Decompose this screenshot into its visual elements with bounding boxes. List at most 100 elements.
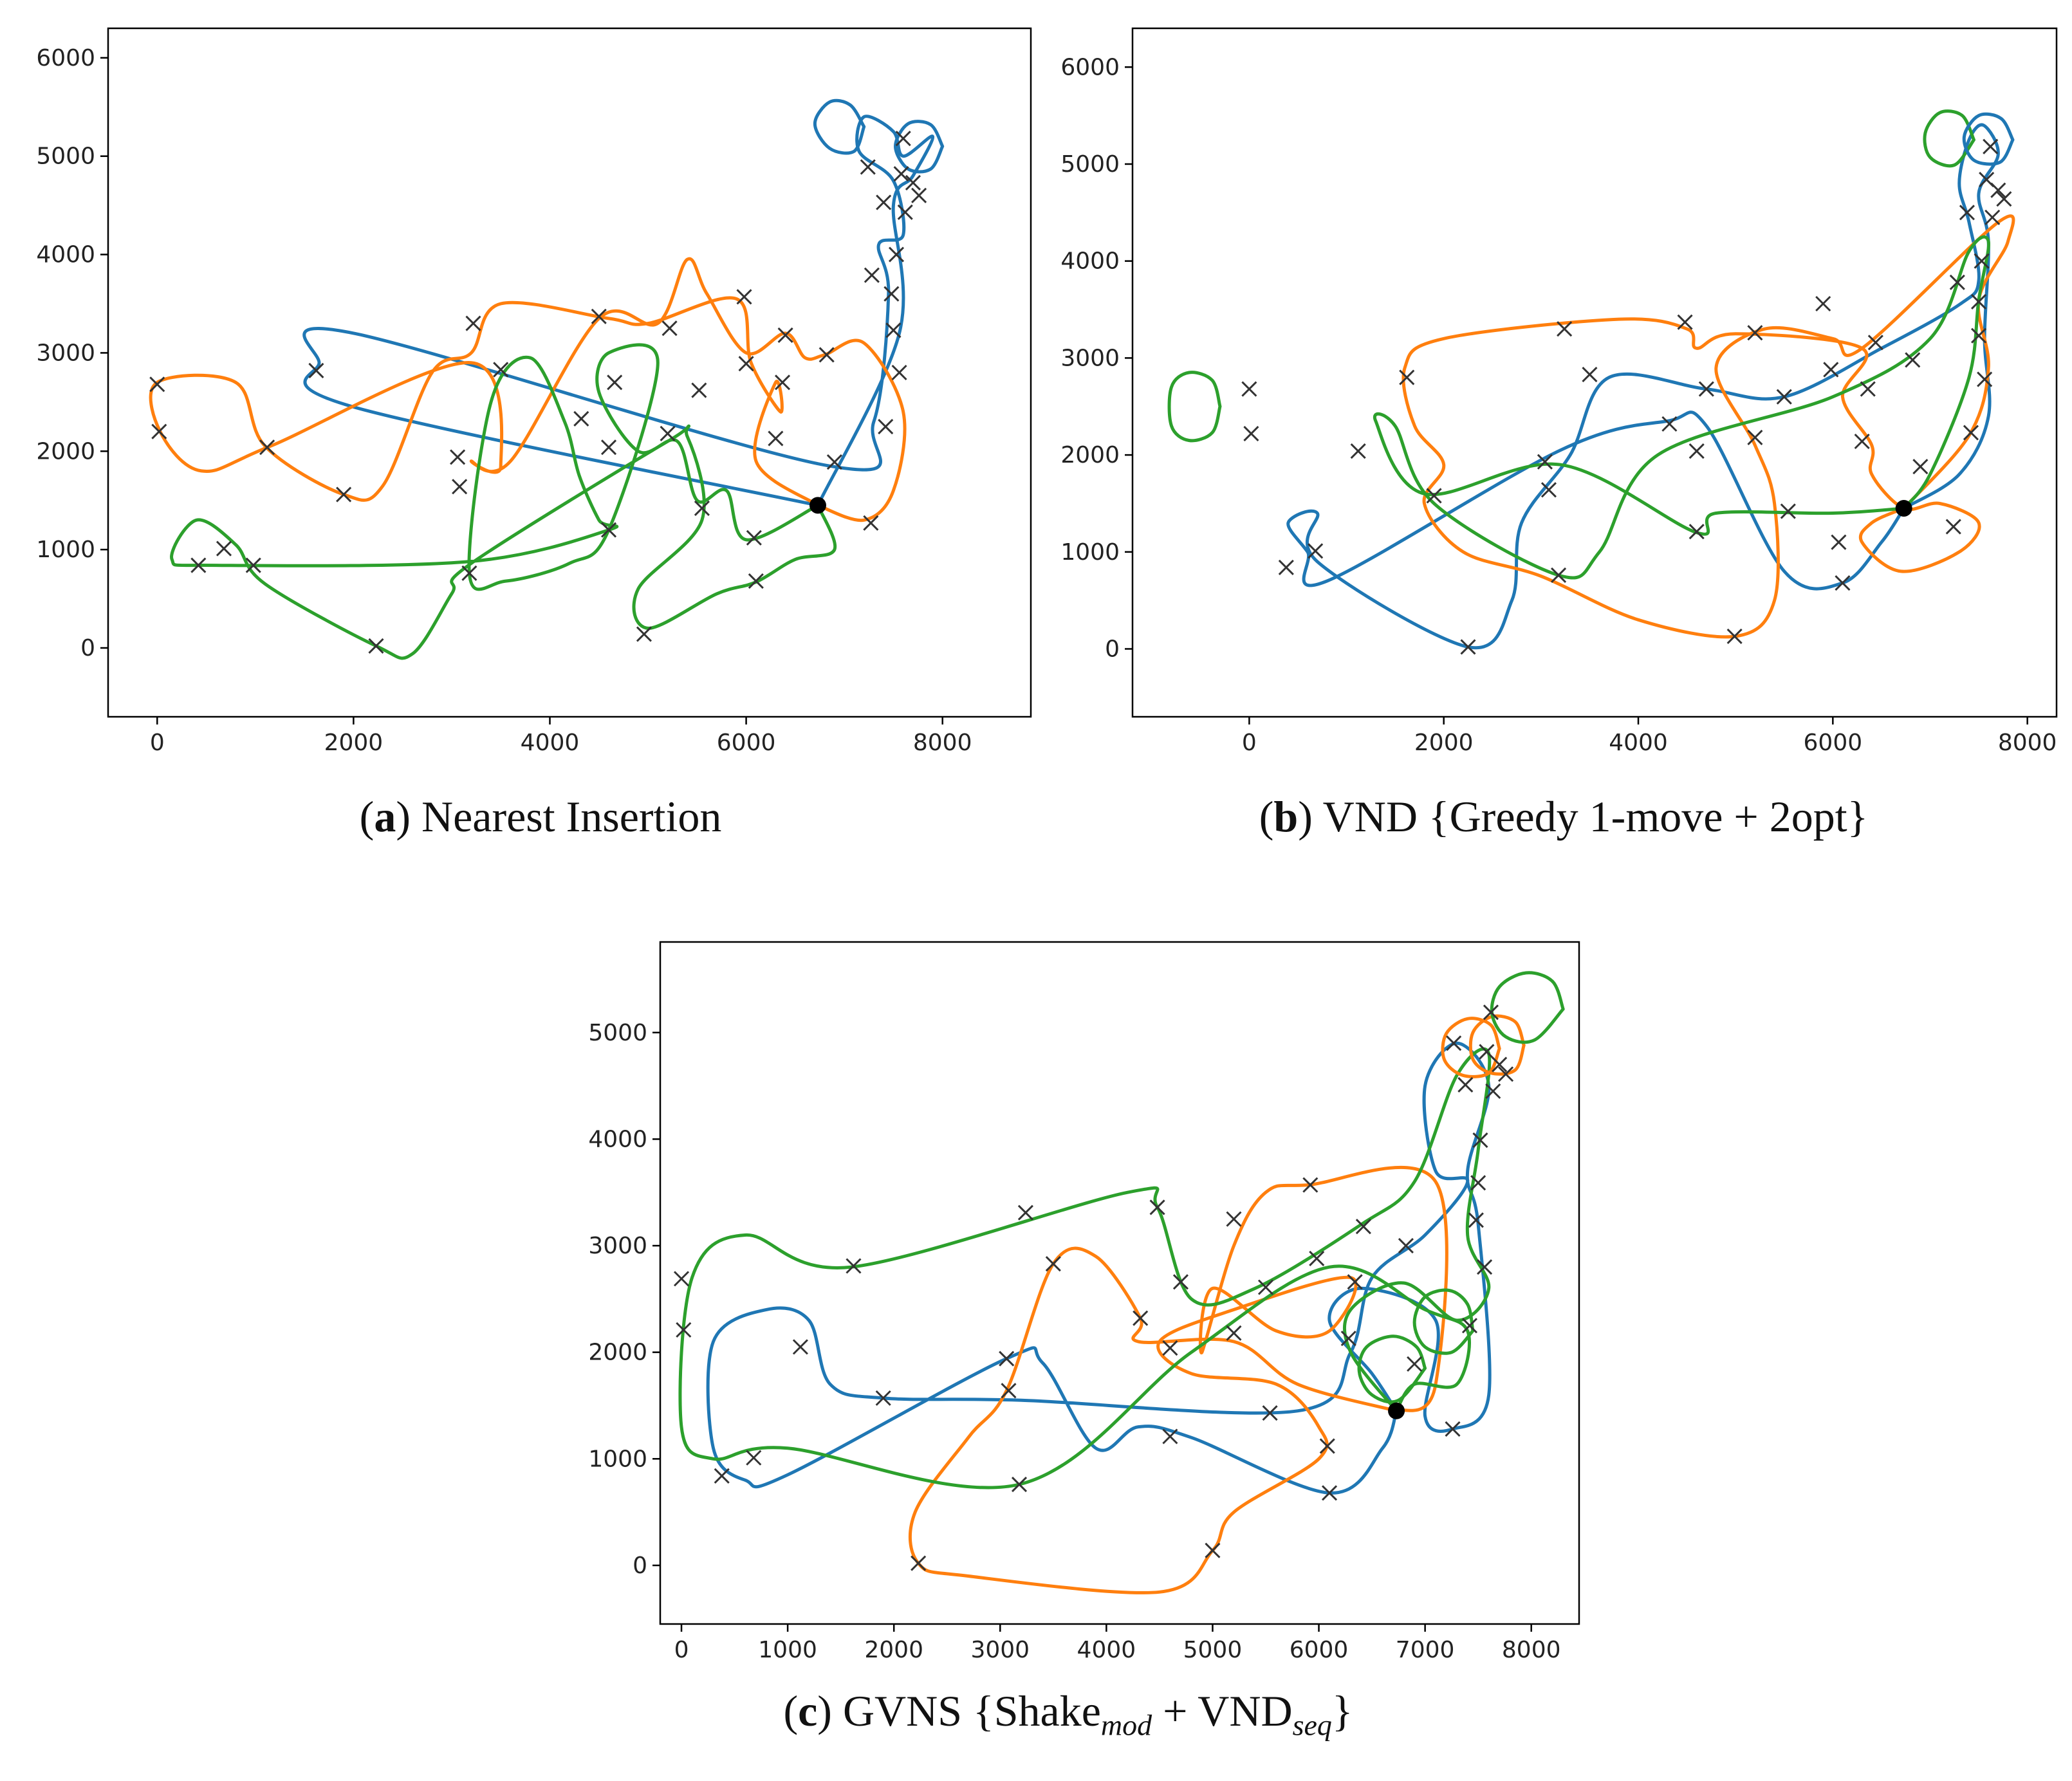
y-tick-label: 0 [633,1553,647,1579]
route-green [1167,371,1222,443]
target-marker [1445,1421,1461,1437]
plot-area [673,971,1565,1594]
chart-a-svg: 0 2000 4000 6000 8000 0 1000 2000 3000 4000 5000 60… [36,27,1032,756]
y-tick-label: 3000 [588,1233,647,1259]
depot-marker [1895,499,1912,517]
target-marker [1971,328,1987,344]
target-marker [1483,1004,1499,1020]
target-marker [1860,381,1876,397]
target-marker [860,159,876,175]
target-marker [216,540,232,557]
target-marker [636,626,652,642]
target-marker [245,557,261,573]
target-marker [660,425,676,441]
target-marker [1698,381,1714,397]
y-tick-label: 2000 [588,1340,647,1366]
x-tick-label: 0 [674,1637,689,1663]
x-tick-label: 1000 [758,1637,817,1663]
route-orange [1401,214,2015,639]
target-marker [1747,429,1763,446]
route-green [1490,971,1565,1044]
target-marker [1468,1212,1484,1228]
target-marker [1149,1199,1165,1215]
route-orange [1468,1014,1526,1076]
y-tick-label: 4000 [36,242,95,268]
chart-b-svg: 0 2000 4000 6000 8000 0 1000 2000 3000 4000 5000 60… [1060,27,2058,756]
target-marker [1472,1132,1488,1149]
target-marker [1477,1259,1493,1275]
target-marker [1905,352,1921,368]
chart-c-svg: 0 1000 2000 3000 4000 5000 6000 7000 8000 0 1000 20… [588,941,1580,1663]
target-marker [450,449,466,465]
target-marker [673,1271,690,1287]
plot-frame [107,27,1032,718]
target-marker [1990,182,2006,198]
target-marker [768,430,784,447]
target-marker [691,382,707,398]
y-tick-label: 1000 [588,1446,647,1472]
route-orange [149,257,907,522]
target-marker [1780,503,1796,519]
target-marker [591,308,607,324]
x-tick-label: 8000 [913,730,972,756]
target-marker [1319,1438,1335,1454]
target-marker [1257,1279,1274,1295]
target-marker [600,522,617,538]
route-green [1357,1334,1427,1404]
target-marker [875,1390,891,1406]
target-marker [1949,274,1965,290]
target-marker [819,347,835,363]
target-marker [1485,1083,1501,1099]
x-tick-label: 5000 [1183,1637,1243,1663]
target-marker [694,500,710,517]
target-marker [1241,381,1257,397]
y-tick-label: 1000 [36,537,95,563]
target-marker [1162,1340,1178,1356]
target-marker [1162,1428,1178,1444]
target-marker [826,454,842,470]
x-tick-label: 7000 [1396,1637,1455,1663]
route-orange [1441,1017,1501,1078]
plot-frame [1131,27,2058,718]
target-marker [883,286,900,302]
target-marker [1461,1318,1478,1334]
y-tick-label: 5000 [588,1020,647,1046]
route-blue [1286,123,2000,650]
x-tick-label: 4000 [1077,1637,1136,1663]
target-marker [864,267,880,283]
x-tick-label: 8000 [1998,730,2057,756]
target-marker [1308,543,1324,559]
target-marker [1551,567,1567,584]
target-marker [607,374,623,391]
target-marker [1959,205,1975,221]
target-marker [1492,1057,1508,1073]
x-tick-label: 2000 [864,1637,923,1663]
target-marker [1355,1219,1371,1235]
route-orange [908,1165,1448,1594]
target-marker [1302,1177,1318,1193]
target-marker [738,356,754,372]
target-marker [1347,1274,1363,1290]
target-marker [1017,1204,1033,1221]
route-green [1923,109,1975,168]
x-tick-label: 6000 [1804,730,1863,756]
y-tick-label: 5000 [36,143,95,170]
target-marker [308,362,324,379]
route-green [170,343,837,660]
caption-b-text: VND {Greedy 1-move + 2opt} [1322,792,1869,841]
target-marker [1726,628,1743,644]
target-marker [600,439,617,456]
caption-b: (b) VND {Greedy 1-move + 2opt} [1259,792,1869,841]
target-marker [746,530,762,546]
target-marker [1011,1476,1028,1493]
depot-marker [1388,1402,1405,1419]
target-marker [885,322,902,338]
route-green [678,1047,1492,1490]
caption-c: (c) GVNS {Shakemod + VNDseq} [783,1686,1353,1742]
caption-a-text: Nearest Insertion [421,792,722,841]
target-marker [1661,416,1678,432]
target-marker [1537,454,1553,470]
target-marker [1867,335,1883,351]
target-marker [336,486,352,503]
target-marker [661,320,678,337]
